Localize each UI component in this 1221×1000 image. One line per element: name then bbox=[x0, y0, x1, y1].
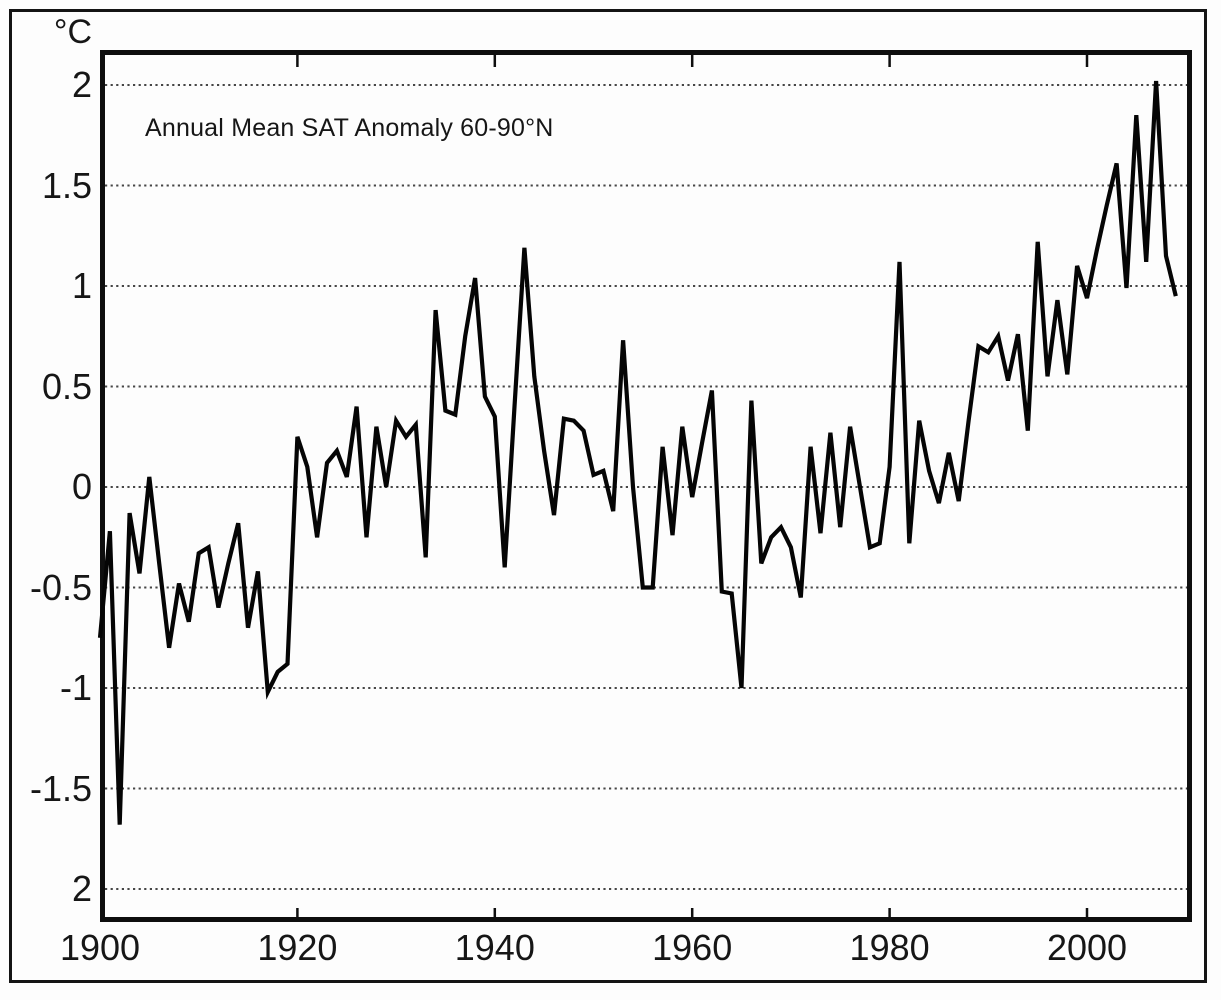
plot-frame bbox=[100, 50, 1192, 922]
y-tick-label: 2 bbox=[71, 868, 92, 909]
gridlines bbox=[105, 84, 1187, 890]
x-tick-label: 1900 bbox=[59, 927, 141, 968]
anomaly-line-series bbox=[97, 80, 1178, 825]
x-tick-label: 1980 bbox=[849, 927, 930, 968]
y-tick-label: 2 bbox=[71, 64, 92, 105]
y-tick-label: 1.5 bbox=[41, 164, 92, 206]
y-tick-label: 0.5 bbox=[41, 365, 92, 407]
axis-tick-marks bbox=[296, 55, 1089, 920]
x-tick-label: 1960 bbox=[652, 927, 733, 968]
chart-title: Annual Mean SAT Anomaly 60-90°N bbox=[145, 114, 554, 142]
y-axis-unit-label: °C bbox=[53, 13, 92, 51]
y-tick-label: -0.5 bbox=[29, 566, 92, 608]
figure-border bbox=[9, 9, 1207, 983]
y-tick-label: 1 bbox=[71, 265, 92, 306]
y-tick-label: 0 bbox=[71, 466, 92, 507]
y-tick-label: -1 bbox=[59, 667, 92, 708]
x-tick-label: 1940 bbox=[454, 927, 535, 968]
x-tick-label: 1920 bbox=[257, 927, 338, 968]
y-tick-label: -1.5 bbox=[29, 767, 92, 809]
x-tick-label: 2000 bbox=[1046, 927, 1128, 968]
